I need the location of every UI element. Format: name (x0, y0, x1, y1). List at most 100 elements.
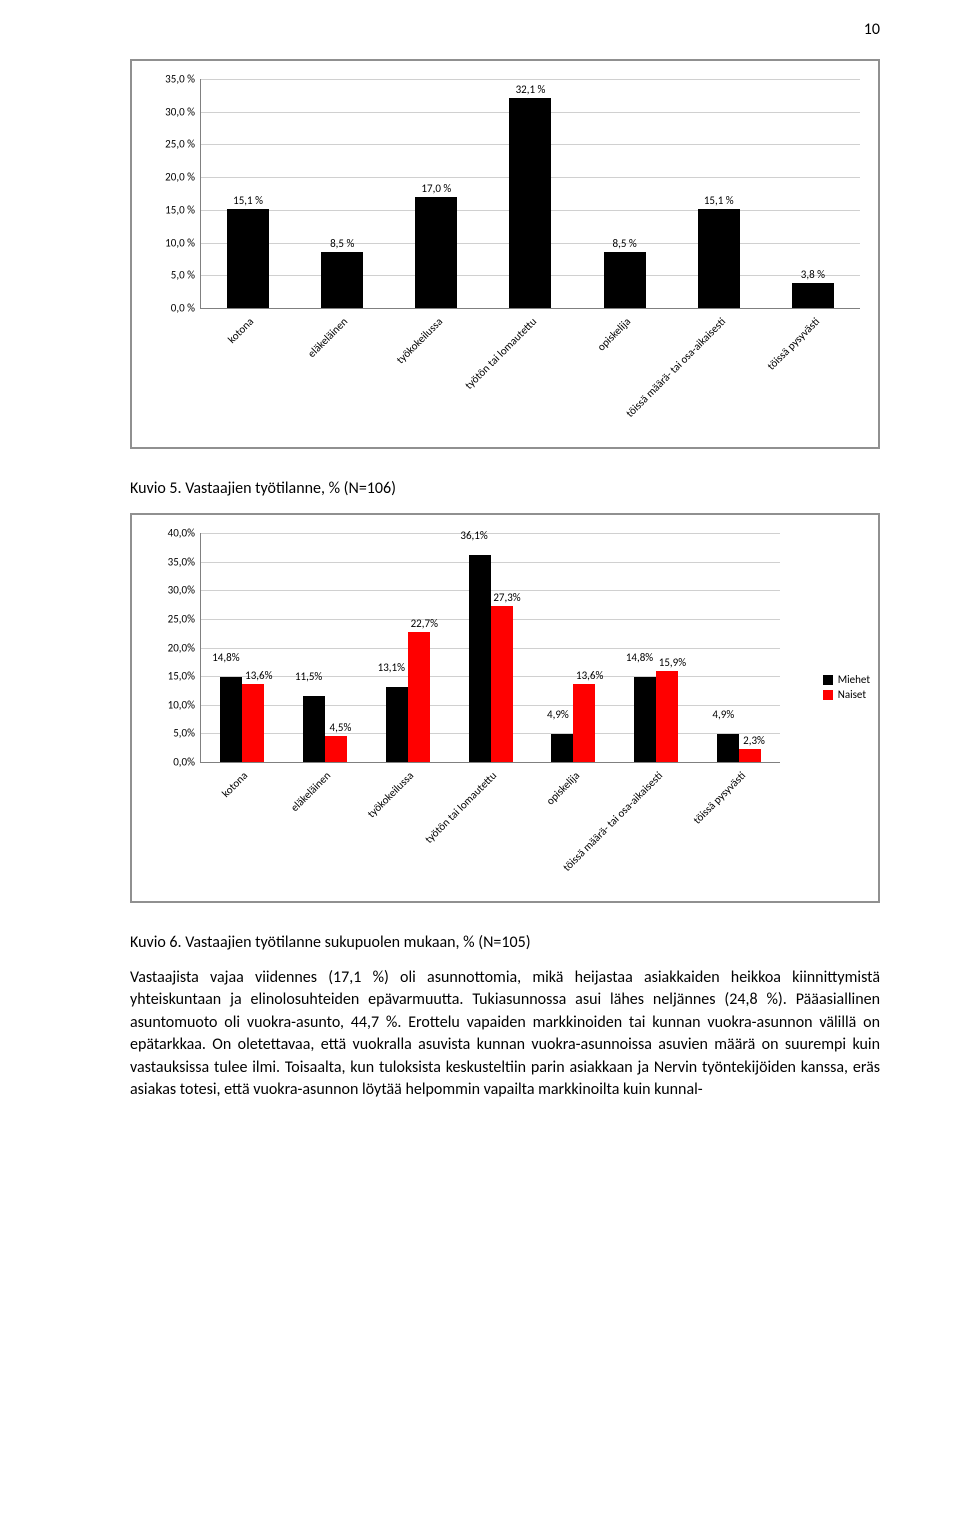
bar-group: 3,8 % (766, 79, 860, 308)
bar-value-label: 15,9% (659, 656, 686, 671)
x-label: työtön tai lomautettu (449, 765, 532, 893)
bar: 36,1% (469, 555, 491, 762)
bar-value-label: 13,6% (245, 669, 272, 684)
bar-value-label: 17,0 % (421, 182, 451, 197)
bar: 4,9% (717, 734, 739, 762)
x-label-text: työkokeilussa (365, 769, 416, 820)
bar: 17,0 % (415, 197, 457, 308)
x-label-text: työkokeilussa (394, 315, 445, 366)
y-tick-label: 5,0% (173, 727, 201, 740)
y-tick-label: 35,0 % (165, 73, 201, 86)
bar: 13,1% (386, 687, 408, 762)
bar-value-label: 15,1 % (704, 194, 734, 209)
x-label-text: eläkeläinen (306, 315, 351, 360)
bar-value-label: 15,1 % (233, 194, 263, 209)
y-tick-label: 30,0 % (165, 105, 201, 118)
x-label: työtön tai lomautettu (483, 311, 577, 439)
x-label-text: kotona (225, 315, 256, 346)
bar: 2,3% (739, 749, 761, 762)
bar-group: 15,1 % (201, 79, 295, 308)
y-tick-label: 15,0 % (165, 203, 201, 216)
bar-group: 14,8%15,9% (615, 533, 698, 762)
bar-value-label: 13,1% (378, 661, 405, 676)
legend-item: Naiset (823, 688, 870, 701)
x-label-text: töissä pysyvästi (764, 315, 822, 373)
bar-value-label: 8,5 % (613, 237, 637, 252)
chart2-legend: Miehet Naiset (823, 671, 870, 703)
bar-value-label: 2,3% (743, 734, 765, 749)
chart2: 0,0% 5,0% 10,0% 15,0% 20,0% 25,0% 30,0% 35,0% 40… (140, 523, 870, 893)
bar: 4,9% (551, 734, 573, 762)
legend-label: Miehet (838, 673, 870, 686)
legend-swatch (823, 690, 833, 700)
chart2-x-labels: kotona eläkeläinen työkokeilussa työtön tai… (200, 765, 780, 893)
bar-group: 32,1 % (483, 79, 577, 308)
x-label-text: kotona (220, 769, 251, 800)
bar-group: 4,9%13,6% (532, 533, 615, 762)
y-tick-label: 0,0% (173, 756, 201, 769)
y-tick-label: 15,0% (168, 670, 201, 683)
chart2-plot-area: 0,0%5,0%10,0%15,0%20,0%25,0%30,0%35,0%40… (200, 533, 780, 763)
bar-value-label: 4,9% (712, 708, 734, 723)
x-label: töissä määrä- tai osa-aikaisesti (671, 311, 765, 439)
y-tick-label: 20,0 % (165, 171, 201, 184)
bar-group: 13,1%22,7% (366, 533, 449, 762)
x-label: kotona (200, 765, 283, 893)
x-label-text: opiskelija (595, 315, 634, 354)
caption-1: Kuvio 5. Vastaajien työtilanne, % (N=106… (130, 479, 880, 498)
bar-value-label: 14,8% (212, 651, 239, 666)
bar: 4,5% (325, 736, 347, 762)
bar: 15,1 % (698, 209, 740, 308)
bar-group: 11,5%4,5% (284, 533, 367, 762)
legend-swatch (823, 675, 833, 685)
y-tick-label: 10,0% (168, 698, 201, 711)
x-label: töissä pysyvästi (697, 765, 780, 893)
bar-value-label: 22,7% (411, 617, 438, 632)
x-label-text: opiskelija (544, 769, 583, 808)
bars-row: 15,1 % 8,5 % 17,0 % 32,1 % 8,5 % 15,1 % 3,8 % (201, 79, 860, 308)
bar-group: 17,0 % (389, 79, 483, 308)
y-tick-label: 25,0% (168, 612, 201, 625)
y-tick-label: 40,0% (168, 527, 201, 540)
bar: 8,5 % (321, 252, 363, 308)
y-tick-label: 25,0 % (165, 138, 201, 151)
legend-label: Naiset (838, 688, 866, 701)
x-label-text: eläkeläinen (288, 769, 333, 814)
x-label: eläkeläinen (294, 311, 388, 439)
x-label-text: töissä pysyvästi (690, 769, 748, 827)
bar-value-label: 8,5 % (330, 237, 354, 252)
bar-value-label: 11,5% (295, 670, 322, 685)
bar-group: 15,1 % (672, 79, 766, 308)
chart1-x-labels: kotona eläkeläinen työkokeilussa työtön tai… (200, 311, 860, 439)
bar: 27,3% (491, 606, 513, 762)
y-tick-label: 0,0 % (171, 302, 201, 315)
bar: 8,5 % (604, 252, 646, 308)
x-label: eläkeläinen (283, 765, 366, 893)
bar: 22,7% (408, 632, 430, 762)
bar-value-label: 27,3% (493, 591, 520, 606)
bar: 14,8% (634, 677, 656, 762)
bar-group: 14,8%13,6% (201, 533, 284, 762)
caption-2: Kuvio 6. Vastaajien työtilanne sukupuole… (130, 933, 880, 952)
y-tick-label: 30,0% (168, 584, 201, 597)
bar: 14,8% (220, 677, 242, 762)
y-tick-label: 35,0% (168, 555, 201, 568)
bar: 13,6% (242, 684, 264, 762)
bar-group: 8,5 % (295, 79, 389, 308)
y-tick-label: 20,0% (168, 641, 201, 654)
bar-value-label: 3,8 % (801, 268, 825, 283)
bar-group: 36,1%27,3% (449, 533, 532, 762)
bars-row: 14,8%13,6%11,5%4,5%13,1%22,7%36,1%27,3%4… (201, 533, 780, 762)
chart1-frame: 0,0 %5,0 %10,0 %15,0 %20,0 %25,0 %30,0 %… (130, 59, 880, 449)
x-label: töissä pysyvästi (766, 311, 860, 439)
bar: 11,5% (303, 696, 325, 762)
bar-value-label: 14,8% (626, 651, 653, 666)
bar: 15,1 % (227, 209, 269, 308)
bar-value-label: 4,9% (547, 708, 569, 723)
bar: 13,6% (573, 684, 595, 762)
bar-group: 4,9%2,3% (697, 533, 780, 762)
body-paragraph: Vastaajista vajaa viidennes (17,1 %) oli… (130, 967, 880, 1101)
bar-value-label: 36,1% (460, 529, 487, 544)
chart1: 0,0 %5,0 %10,0 %15,0 %20,0 %25,0 %30,0 %… (140, 69, 870, 439)
bar-group: 8,5 % (578, 79, 672, 308)
